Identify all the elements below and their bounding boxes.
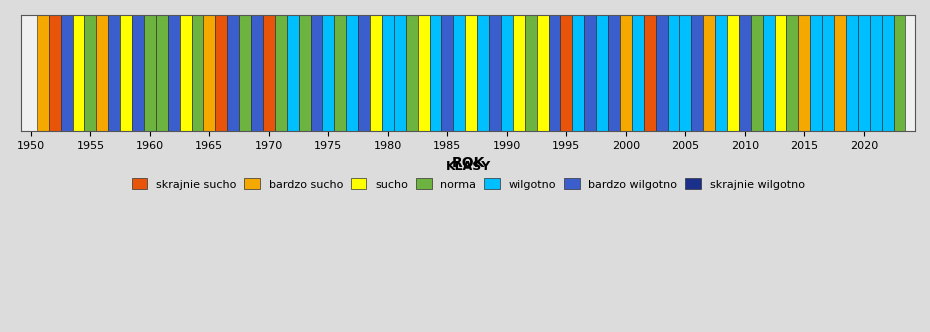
Bar [323,15,334,131]
Bar [286,15,299,131]
Bar [453,15,465,131]
Bar [60,15,73,131]
Bar [691,15,703,131]
Bar [870,15,882,131]
Bar [739,15,751,131]
Bar [216,15,227,131]
Bar [501,15,512,131]
Bar [846,15,857,131]
Bar [358,15,370,131]
Bar [763,15,775,131]
Bar [572,15,584,131]
Legend: skrajnie sucho, bardzo sucho, sucho, norma, wilgotno, bardzo wilgotno, skrajnie : skrajnie sucho, bardzo sucho, sucho, nor… [128,157,808,193]
Bar [727,15,739,131]
Bar [525,15,537,131]
Bar [882,15,894,131]
Bar [97,15,108,131]
Bar [489,15,501,131]
Bar [192,15,204,131]
Bar [132,15,144,131]
Bar [668,15,680,131]
Bar [775,15,787,131]
X-axis label: ROK: ROK [451,156,485,170]
Bar [834,15,846,131]
Bar [227,15,239,131]
Bar [810,15,822,131]
Bar [144,15,156,131]
Bar [299,15,311,131]
Bar [608,15,620,131]
Bar [584,15,596,131]
Bar [631,15,644,131]
Bar [393,15,405,131]
Bar [857,15,870,131]
Bar [561,15,572,131]
Bar [85,15,97,131]
Bar [120,15,132,131]
Bar [37,15,48,131]
Bar [798,15,810,131]
Bar [73,15,85,131]
Bar [787,15,798,131]
Bar [405,15,418,131]
Bar [382,15,393,131]
Bar [537,15,549,131]
Bar [346,15,358,131]
Bar [477,15,489,131]
Bar [334,15,346,131]
Bar [251,15,263,131]
Bar [239,15,251,131]
Bar [644,15,656,131]
Bar [465,15,477,131]
Bar [512,15,525,131]
Bar [167,15,179,131]
Bar [370,15,382,131]
Bar [703,15,715,131]
Bar [596,15,608,131]
Bar [430,15,442,131]
Bar [275,15,286,131]
Bar [751,15,763,131]
Bar [620,15,631,131]
Bar [715,15,727,131]
Bar [894,15,906,131]
Bar [263,15,275,131]
Bar [822,15,834,131]
Bar [418,15,430,131]
Bar [48,15,60,131]
Bar [549,15,561,131]
Bar [442,15,453,131]
Bar [204,15,216,131]
Bar [311,15,323,131]
Bar [108,15,120,131]
Bar [656,15,668,131]
Bar [156,15,167,131]
Bar [680,15,691,131]
Bar [179,15,192,131]
